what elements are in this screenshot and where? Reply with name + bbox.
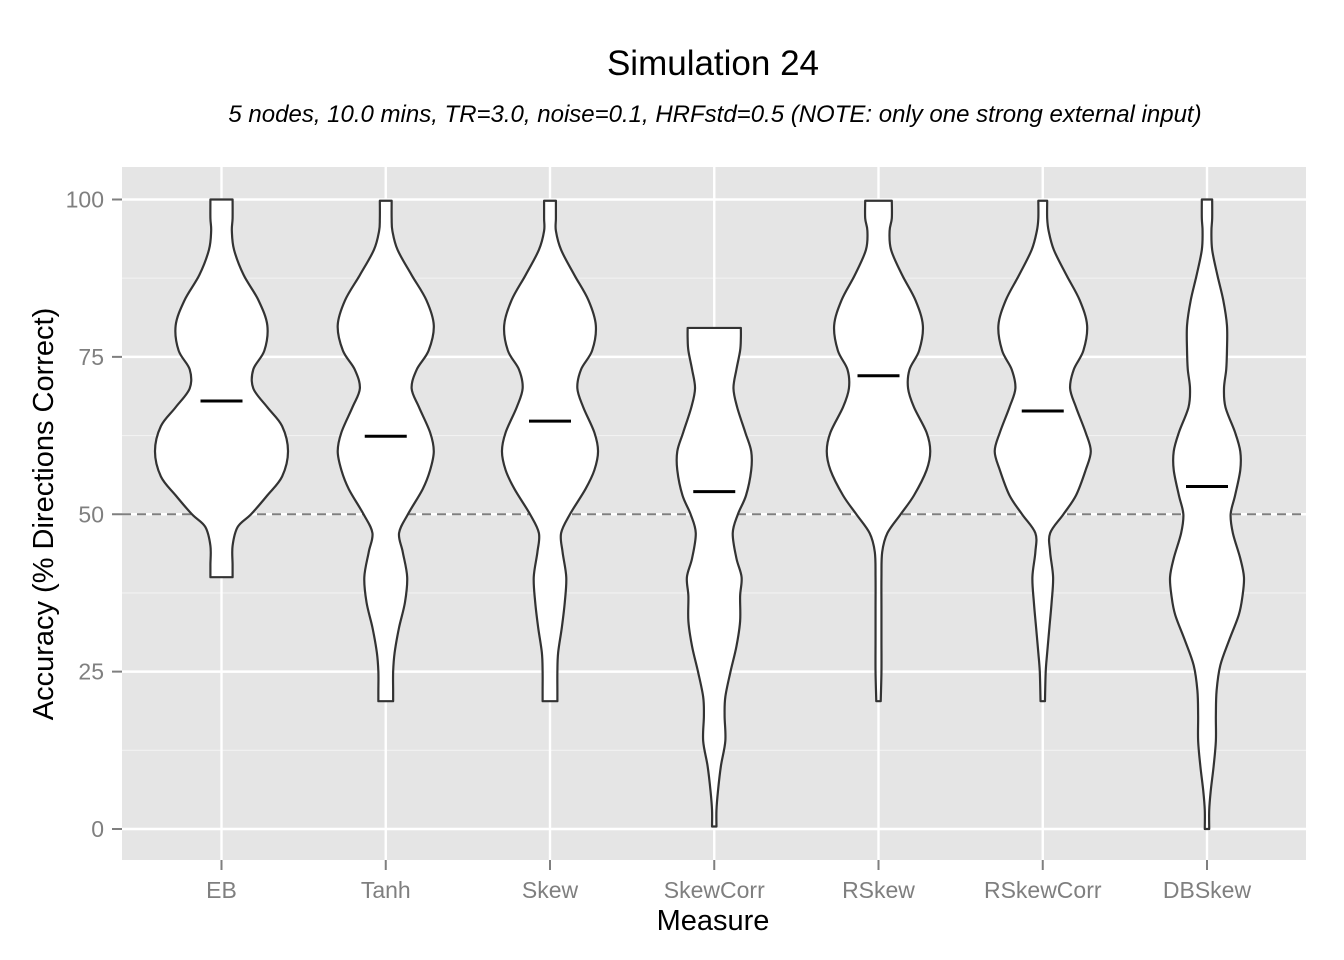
- x-tick-label: RSkewCorr: [984, 877, 1102, 903]
- x-axis-title: Measure: [657, 905, 770, 937]
- means-layer: [200, 374, 1228, 494]
- violin-eb: [153, 198, 290, 579]
- y-axis: 0 25 50 75 100: [66, 187, 122, 842]
- violin-rskew: [825, 199, 932, 703]
- violin-rskewcorr: [993, 199, 1092, 703]
- violin-skewcorr: [675, 326, 753, 828]
- violin-skew: [500, 199, 600, 703]
- y-tick-label: 50: [78, 501, 104, 527]
- x-tick-label: RSkew: [842, 877, 915, 903]
- x-tick-label: DBSkew: [1163, 877, 1252, 903]
- chart-subtitle: 5 nodes, 10.0 mins, TR=3.0, noise=0.1, H…: [228, 101, 1201, 128]
- x-tick-label: Tanh: [361, 877, 411, 903]
- violin-dbskew: [1168, 198, 1246, 831]
- violins-layer: [153, 198, 1246, 831]
- y-tick-label: 0: [91, 816, 104, 842]
- y-tick-label: 25: [78, 659, 104, 685]
- chart-title: Simulation 24: [607, 44, 819, 83]
- y-tick-label: 100: [66, 187, 104, 213]
- x-tick-label: Skew: [522, 877, 579, 903]
- x-axis: EB Tanh Skew SkewCorr RSkew RSkewCorr DBSkew: [206, 860, 1251, 903]
- x-tick-label: SkewCorr: [664, 877, 765, 903]
- y-tick-label: 75: [78, 344, 104, 370]
- violin-tanh: [336, 199, 435, 703]
- x-tick-label: EB: [206, 877, 237, 903]
- y-axis-title: Accuracy (% Directions Correct): [28, 308, 60, 721]
